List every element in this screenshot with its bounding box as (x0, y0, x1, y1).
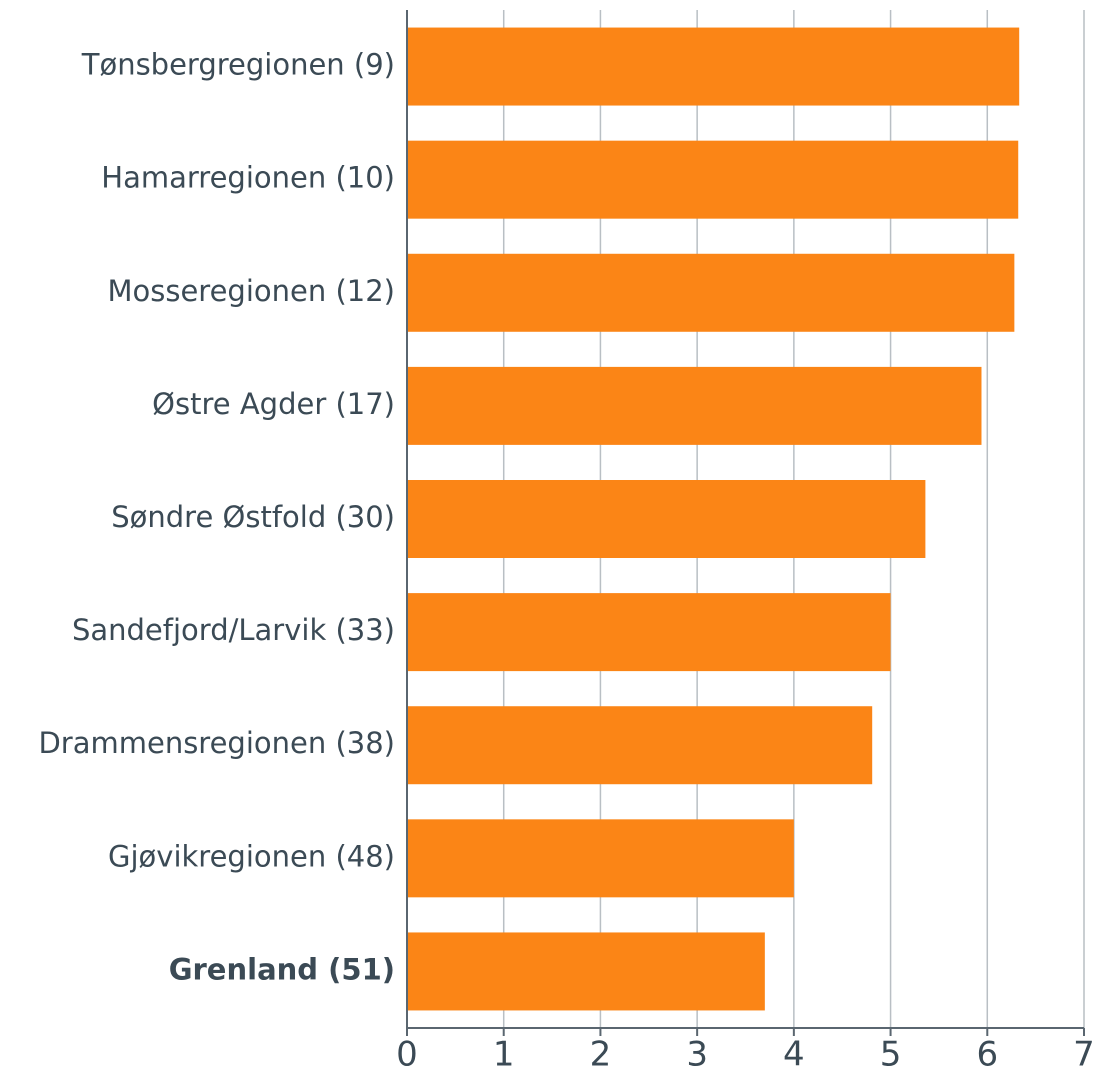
y-tick-label: Mosseregionen (12) (107, 274, 395, 308)
y-tick-label: Gjøvikregionen (48) (108, 839, 395, 873)
bar (407, 27, 1020, 106)
y-tick-label: Sandefjord/Larvik (33) (72, 613, 395, 647)
x-tick-label: 3 (686, 1035, 708, 1071)
x-tick-label: 6 (976, 1035, 998, 1071)
x-tick-label: 1 (493, 1035, 515, 1071)
bar (407, 140, 1019, 219)
bar (407, 706, 873, 785)
bar (407, 932, 765, 1011)
y-tick-label: Søndre Østfold (30) (111, 500, 395, 534)
y-tick-label: Hamarregionen (10) (101, 161, 395, 195)
bar (407, 593, 891, 672)
bar (407, 366, 982, 445)
x-tick-label: 0 (396, 1035, 418, 1071)
bar (407, 253, 1015, 332)
bar (407, 480, 926, 558)
x-tick-label: 5 (880, 1035, 902, 1071)
y-tick-label: Østre Agder (17) (152, 387, 395, 421)
y-tick-label: Drammensregionen (38) (38, 726, 395, 760)
x-tick-label: 4 (783, 1035, 805, 1071)
bar (407, 819, 794, 898)
y-tick-label: Grenland (51) (169, 952, 395, 986)
y-tick-label: Tønsbergregionen (9) (81, 48, 395, 82)
x-tick-label: 2 (590, 1035, 612, 1071)
x-tick-label: 7 (1073, 1035, 1095, 1071)
